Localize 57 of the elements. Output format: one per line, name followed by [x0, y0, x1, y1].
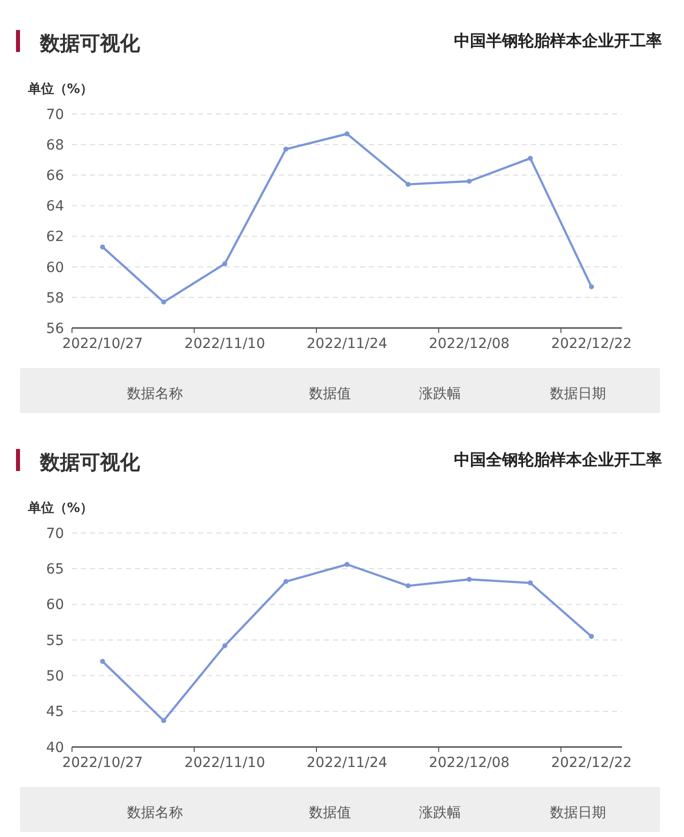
x-tick-label: 2022/11/10 [184, 755, 266, 771]
y-tick-label: 66 [46, 168, 64, 184]
point [283, 146, 288, 152]
chart-subtitle: 数据可视化 [39, 450, 141, 474]
x-tick-label: 2022/12/08 [428, 336, 510, 352]
chart-subtitle: 数据可视化 [39, 31, 141, 55]
text: 数据日期 [550, 386, 606, 402]
x-tick-label: 2022/11/24 [306, 755, 388, 771]
text: 数据名称 [127, 805, 183, 821]
text: 涨跌幅 [419, 386, 461, 402]
point [588, 634, 594, 639]
point [406, 182, 411, 187]
y-tick-label: 68 [46, 137, 64, 154]
y-tick-label: 70 [46, 526, 64, 542]
text: 数据名称 [127, 386, 183, 402]
point [100, 244, 106, 250]
y-tick-label: 40 [46, 740, 64, 756]
x-tick-label: 2022/11/10 [184, 336, 266, 352]
text: 数据值 [309, 805, 351, 821]
x-tick-label: 2022/11/24 [306, 336, 388, 352]
point [588, 284, 594, 290]
point [528, 156, 533, 161]
y-tick-label: 56 [46, 320, 64, 337]
y-tick-label: 60 [46, 260, 64, 276]
point [528, 580, 533, 586]
y-axis-title: 单位（%） [27, 500, 94, 516]
x-tick-label: 2022/10/27 [62, 755, 143, 771]
x-tick-label: 2022/12/22 [551, 336, 632, 352]
point [344, 562, 350, 567]
y-tick-label: 60 [46, 597, 64, 614]
x-tick-label: 2022/10/27 [62, 336, 143, 352]
point [406, 583, 411, 588]
point [466, 178, 472, 184]
point [222, 643, 228, 648]
chart-title: 中国半钢轮胎样本企业开工率 [454, 31, 662, 50]
y-tick-label: 64 [46, 198, 64, 215]
y-tick-label: 65 [46, 562, 64, 578]
y-tick-label: 45 [46, 704, 64, 720]
point [283, 579, 288, 584]
chart-title: 中国全钢轮胎样本企业开工率 [454, 450, 662, 469]
text: 数据日期 [550, 805, 606, 821]
x-tick-label: 2022/12/22 [551, 755, 632, 771]
y-tick-label: 58 [46, 290, 64, 306]
point [222, 261, 228, 266]
x-tick-label: 2022/12/08 [428, 755, 510, 771]
y-axis-title: 单位（%） [27, 81, 94, 97]
point [161, 300, 166, 305]
text: 数据值 [309, 386, 351, 402]
point [466, 576, 472, 582]
y-tick-label: 50 [46, 668, 64, 685]
point [100, 658, 106, 664]
text: 涨跌幅 [419, 805, 461, 821]
point [161, 718, 166, 724]
y-tick-label: 70 [46, 106, 64, 123]
y-tick-label: 55 [46, 632, 64, 649]
y-tick-label: 62 [46, 229, 64, 246]
point [344, 131, 350, 136]
